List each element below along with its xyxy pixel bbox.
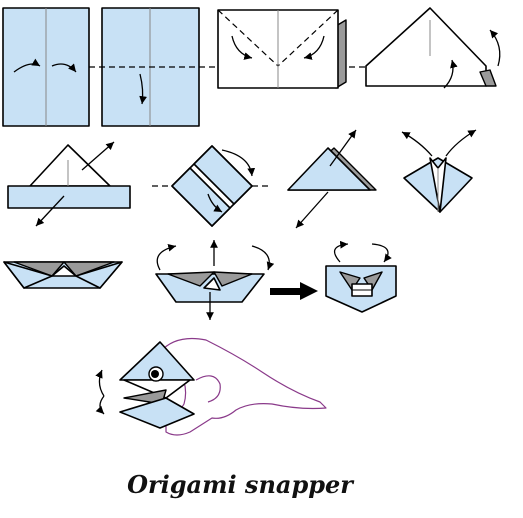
diagram-caption: Origami snapper: [127, 470, 353, 499]
step-9-boat: [3, 261, 123, 289]
step-11-flattened: [325, 240, 397, 313]
step-3-folded-rectangle: [217, 9, 347, 89]
step-6-square: [171, 145, 256, 227]
step-4-house-shape: [365, 7, 501, 89]
step-1-paper-sheet: [2, 7, 90, 127]
step-arrow-right: [270, 282, 318, 300]
snapper-model: [95, 341, 195, 429]
step-8-opened-diamond: [401, 129, 477, 213]
step-10-opening-boat: [155, 240, 275, 320]
step-5-hat-shape: [7, 141, 131, 227]
hand-outline: [159, 337, 327, 436]
step-7-triangle: [287, 129, 377, 229]
